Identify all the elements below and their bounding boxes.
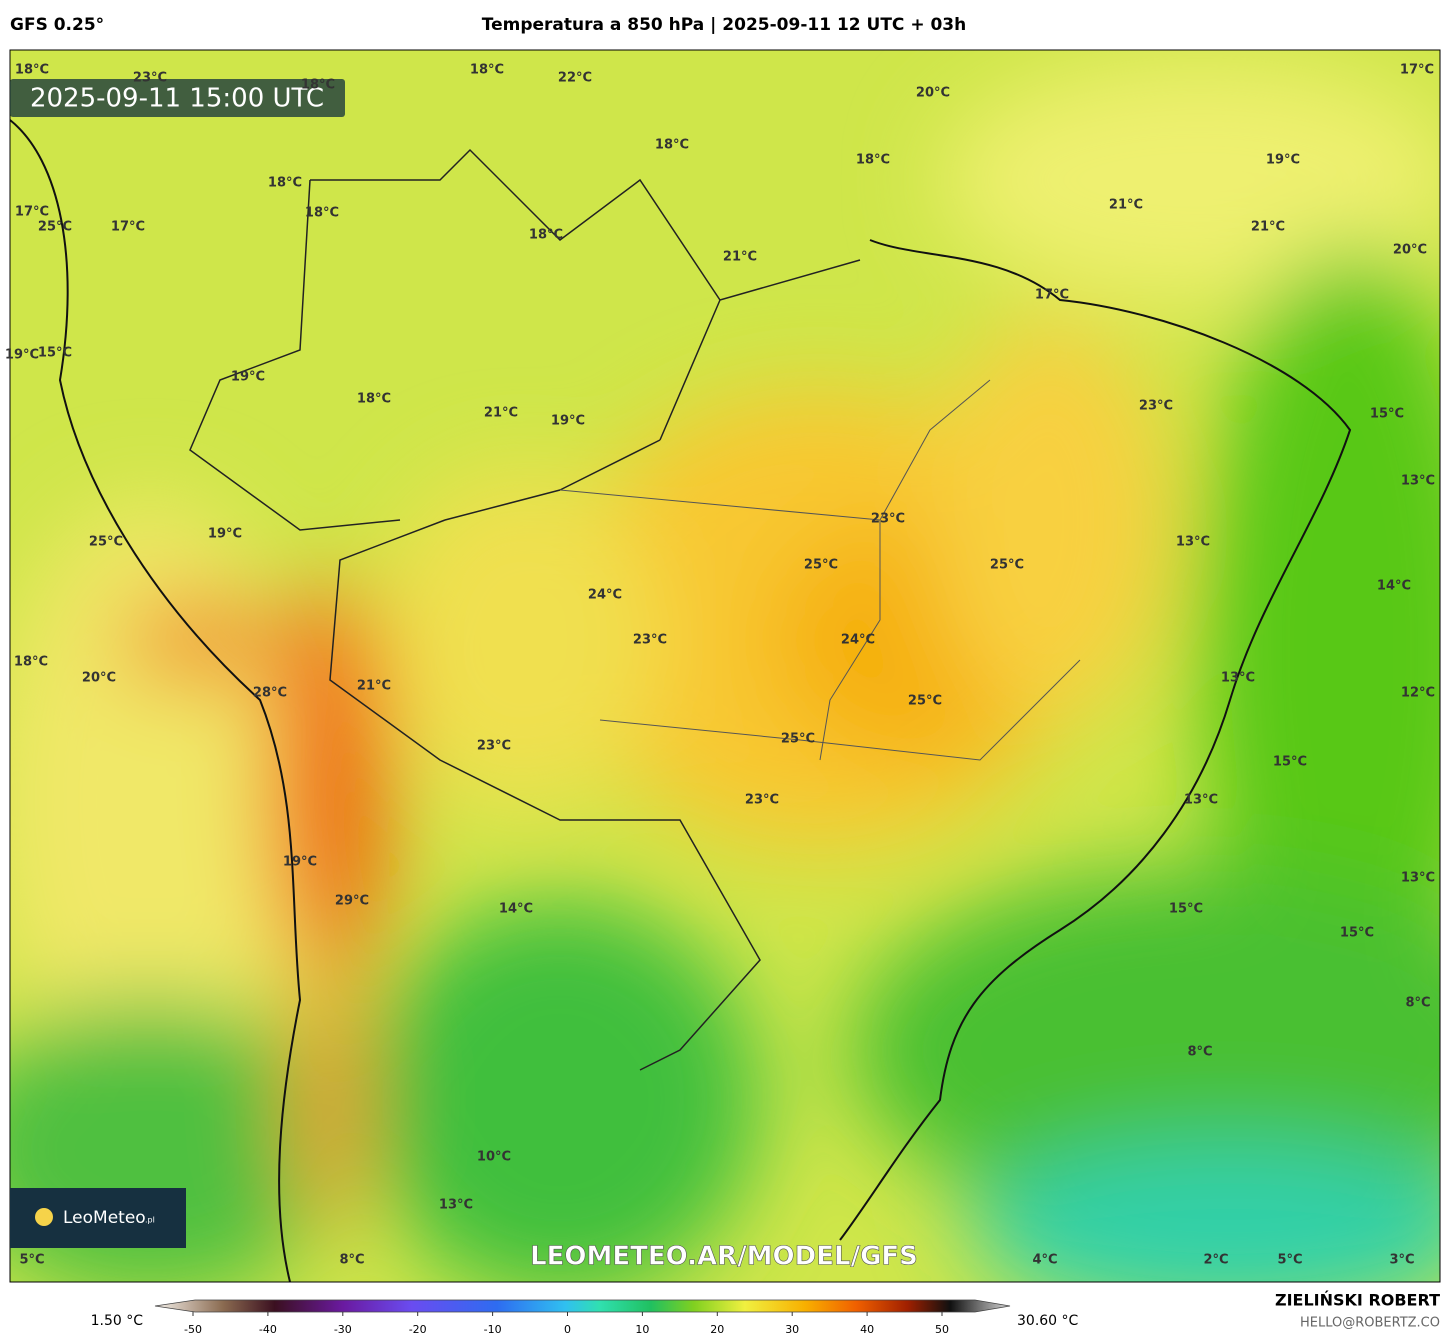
temperature-label: 13°C [1221,671,1255,686]
temperature-label: 29°C [335,894,369,909]
temperature-label: 5°C [19,1253,44,1268]
temperature-label: 13°C [439,1198,473,1213]
temperature-label: 14°C [1377,579,1411,594]
temperature-label: 8°C [1405,996,1430,1011]
author: ZIELIŃSKI ROBERT [1275,1291,1440,1310]
temperature-label: 25°C [908,694,942,709]
watermark: LEOMETEO.AR/MODEL/GFS [530,1242,918,1272]
colorbar-min: 1.50 °C [91,1313,144,1329]
colorbar-tick-label: 10 [635,1323,649,1336]
temperature-label: 12°C [1401,686,1435,701]
temperature-label: 21°C [723,250,757,265]
colorbar [154,1299,1011,1313]
temperature-label: 19°C [231,370,265,385]
temperature-label: 23°C [477,739,511,754]
temperature-label: 20°C [1393,243,1427,258]
temperature-label: 19°C [283,855,317,870]
temperature-label: 24°C [841,633,875,648]
temperature-label: 18°C [856,153,890,168]
temperature-label: 23°C [745,793,779,808]
colorbar-ticks: -50 -40 -30 -20 -10 0 10 20 30 40 50 [184,1312,949,1336]
temperature-label: 10°C [477,1150,511,1165]
colorbar-tick-label: -20 [409,1323,427,1336]
model-name: GFS 0.25° [10,15,104,35]
temperature-label: 17°C [1035,288,1069,303]
temperature-label: 21°C [484,406,518,421]
temperature-label: 8°C [339,1253,364,1268]
map-labels: 18°C23°C18°C22°C18°C17°C20°C18°C18°C 19°C… [5,63,1435,1268]
temperature-label: 25°C [38,220,72,235]
temperature-label: 3°C [1389,1253,1414,1268]
temperature-label: 23°C [871,512,905,527]
logo-text: LeoMeteo [63,1208,146,1228]
temperature-label: 21°C [1109,198,1143,213]
colorbar-max: 30.60 °C [1017,1313,1079,1329]
temperature-label: 13°C [1176,535,1210,550]
logo-sun [35,1208,53,1226]
temperature-label: 24°C [588,588,622,603]
temperature-label: 18°C [655,138,689,153]
temperature-label: 13°C [1401,474,1435,489]
logo-suffix: .pl [145,1216,155,1225]
temperature-label: 19°C [5,348,39,363]
colorbar-tick-label: 20 [710,1323,724,1336]
timestamp: 2025-09-11 15:00 UTC [30,84,324,114]
temperature-label: 8°C [1187,1045,1212,1060]
temperature-label: 15°C [1370,407,1404,422]
temperature-label: 18°C [357,392,391,407]
temperature-label: 18°C [470,63,504,78]
temperature-label: 21°C [1251,220,1285,235]
temperature-label: 15°C [38,346,72,361]
timestamp-box [10,79,345,117]
temperature-label: 15°C [1273,755,1307,770]
map-frame [9,49,1441,1283]
temperature-label: 17°C [111,220,145,235]
temperature-label: 18°C [268,176,302,191]
temperature-label: 23°C [1139,399,1173,414]
email: HELLO@ROBERTZ.CO [1300,1316,1440,1331]
colorbar-tick-label: -30 [334,1323,352,1336]
colorbar-tick-label: -50 [184,1323,202,1336]
colorbar-tick-label: 0 [564,1323,571,1336]
temperature-label: 2°C [1203,1253,1228,1268]
temperature-label: 25°C [990,558,1024,573]
temperature-label: 23°C [133,71,167,86]
temperature-label: 5°C [1277,1253,1302,1268]
colorbar-tick-label: 30 [785,1323,799,1336]
temperature-label: 23°C [633,633,667,648]
map [10,50,1440,1282]
temperature-label: 13°C [1184,793,1218,808]
temperature-label: 25°C [89,535,123,550]
colorbar-tick-label: 40 [860,1323,874,1336]
temperature-label: 19°C [1266,153,1300,168]
temperature-label: 15°C [1169,902,1203,917]
temperature-label: 21°C [357,679,391,694]
temperature-label: 18°C [305,206,339,221]
colorbar-tick-label: -10 [484,1323,502,1336]
temperature-label: 14°C [499,902,533,917]
temperature-label: 19°C [208,527,242,542]
temperature-label: 18°C [14,655,48,670]
temperature-label: 28°C [253,686,287,701]
temperature-label: 18°C [15,63,49,78]
temperature-label: 15°C [1340,926,1374,941]
temperature-label: 19°C [551,414,585,429]
colorbar-tick-label: 50 [935,1323,949,1336]
temperature-label: 25°C [781,732,815,747]
temperature-label: 18°C [301,78,335,93]
colorbar-tick-label: -40 [259,1323,277,1336]
temperature-label: 17°C [15,205,49,220]
temperature-label: 22°C [558,71,592,86]
temperature-label: 25°C [804,558,838,573]
temperature-label: 20°C [82,671,116,686]
temperature-label: 13°C [1401,871,1435,886]
temperature-label: 4°C [1032,1253,1057,1268]
map-title: Temperatura a 850 hPa | 2025-09-11 12 UT… [482,15,967,35]
temperature-label: 17°C [1400,63,1434,78]
temperature-label: 20°C [916,86,950,101]
temperature-label: 18°C [529,228,563,243]
